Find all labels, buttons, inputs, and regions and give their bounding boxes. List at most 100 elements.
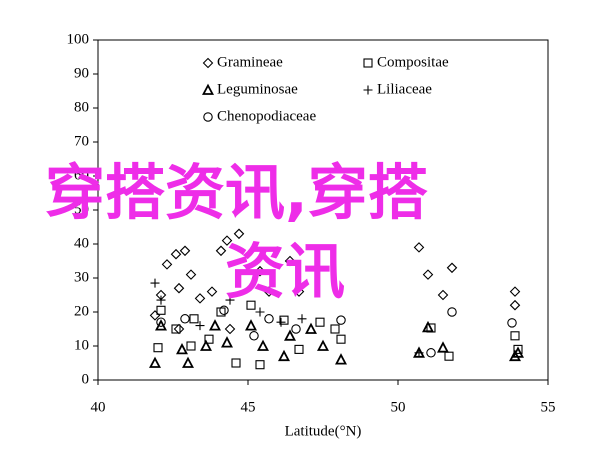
point	[170, 248, 182, 260]
point	[156, 317, 166, 327]
point	[185, 269, 197, 280]
point	[225, 295, 235, 305]
x-tick-label: 50	[391, 399, 406, 415]
point	[509, 299, 521, 311]
point	[509, 286, 521, 297]
point	[206, 286, 218, 297]
point	[446, 262, 458, 274]
point	[254, 265, 266, 277]
point	[209, 319, 221, 331]
y-tick-label: 100	[67, 31, 90, 47]
point	[153, 343, 163, 353]
legend-marker	[363, 58, 373, 68]
y-tick-label: 30	[74, 269, 89, 285]
point	[422, 320, 434, 333]
point	[216, 307, 226, 317]
point	[215, 245, 227, 257]
point	[317, 339, 329, 351]
watermark: 资讯	[225, 238, 345, 308]
point	[264, 314, 274, 324]
x-axis-label: Latitude(°N)	[285, 423, 362, 439]
y-tick-label: 80	[74, 99, 89, 115]
point	[182, 356, 194, 368]
point	[176, 342, 188, 355]
point	[263, 286, 275, 297]
point	[437, 341, 449, 353]
point	[224, 323, 236, 335]
y-tick-label: 40	[74, 235, 89, 251]
point	[336, 315, 346, 325]
legend-marker	[202, 83, 214, 95]
point	[255, 307, 265, 317]
point	[284, 255, 296, 267]
point	[180, 314, 190, 324]
x-tick-label: 55	[541, 399, 556, 415]
point	[276, 317, 286, 327]
legend-label: Compositae	[377, 54, 449, 70]
point	[513, 344, 523, 354]
point	[512, 346, 524, 358]
point	[335, 353, 347, 365]
point	[179, 245, 191, 257]
y-tick-label: 0	[82, 371, 90, 387]
point	[156, 295, 166, 305]
point	[173, 323, 185, 335]
point	[249, 331, 259, 341]
point	[221, 235, 233, 246]
point	[245, 319, 257, 331]
legend-label: Chenopodiaceae	[217, 108, 316, 124]
point	[200, 339, 212, 351]
point	[255, 360, 265, 370]
point	[195, 321, 205, 331]
point	[315, 317, 325, 327]
point	[279, 315, 289, 325]
point	[257, 339, 269, 351]
point	[305, 322, 317, 334]
legend-marker	[203, 112, 213, 122]
legend-label: Liliaceae	[377, 81, 432, 97]
point	[510, 331, 520, 341]
point	[233, 228, 245, 240]
point	[156, 305, 166, 315]
y-tick-label: 10	[74, 337, 89, 353]
point	[447, 307, 457, 317]
y-tick-label: 20	[74, 303, 89, 319]
point	[444, 351, 454, 361]
point	[297, 314, 307, 324]
point	[278, 349, 290, 362]
point	[507, 318, 517, 328]
point	[150, 278, 160, 288]
point	[336, 334, 346, 344]
legend-label: Gramineae	[217, 54, 283, 70]
point	[194, 293, 206, 304]
point	[413, 242, 425, 253]
point	[414, 348, 424, 358]
legend-marker	[363, 85, 373, 95]
point	[161, 259, 173, 270]
watermark: 穿搭资讯,穿搭	[45, 159, 428, 229]
point	[231, 358, 241, 368]
x-tick-label: 45	[241, 399, 256, 415]
point	[149, 356, 161, 368]
point	[422, 269, 434, 280]
y-tick-label: 60	[74, 167, 89, 183]
point	[189, 314, 199, 324]
y-tick-label: 70	[74, 133, 89, 149]
point	[171, 324, 181, 334]
y-tick-label: 90	[74, 65, 89, 81]
legend-marker	[202, 57, 214, 69]
point	[186, 341, 196, 351]
point	[293, 286, 305, 297]
point	[437, 289, 449, 301]
point	[330, 324, 340, 334]
point	[291, 324, 301, 334]
legend-label: Leguminosae	[217, 81, 298, 97]
point	[246, 300, 256, 310]
x-tick-label: 40	[91, 399, 106, 415]
point	[284, 329, 296, 341]
point	[426, 348, 436, 358]
y-tick-label: 50	[74, 201, 89, 217]
point	[221, 336, 233, 348]
point	[173, 282, 185, 294]
